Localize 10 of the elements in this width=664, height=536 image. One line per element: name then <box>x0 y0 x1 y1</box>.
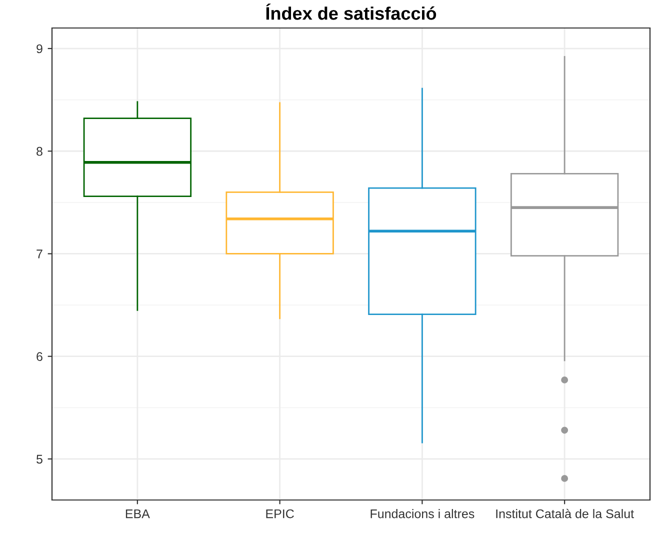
x-tick-label: Institut Català de la Salut <box>496 508 634 518</box>
x-tick-label: EBA <box>126 509 150 518</box>
y-tick-label: 6 <box>36 352 42 361</box>
y-tick-label: 8 <box>36 146 42 156</box>
y-tick-label: 7 <box>36 250 42 258</box>
y-tick-label: 5 <box>36 454 42 464</box>
x-tick-label: Fundacions i altres <box>370 509 474 518</box>
chart-title: Índex de satisfacció <box>266 4 436 20</box>
x-tick-label: EPIC <box>266 509 294 518</box>
y-tick-label: 9 <box>36 44 42 54</box>
